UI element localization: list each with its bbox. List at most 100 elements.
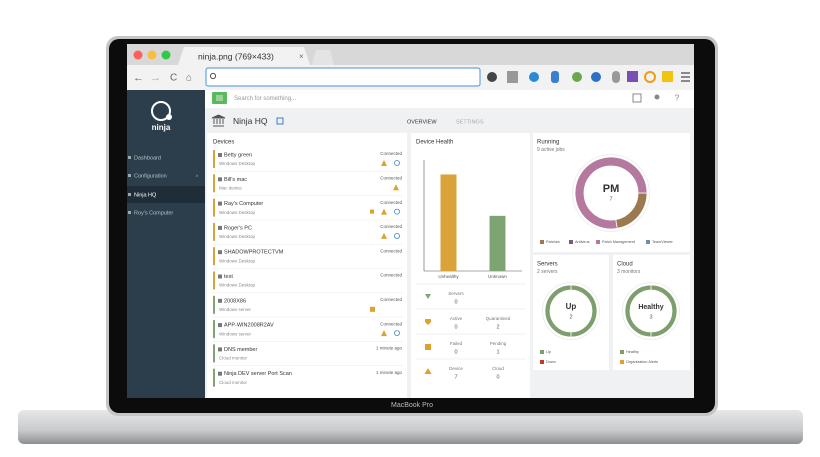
org-icon bbox=[211, 114, 226, 127]
device-name: Betty green bbox=[224, 152, 252, 158]
device-name: test bbox=[224, 274, 233, 280]
legend-swatch bbox=[646, 240, 650, 244]
laptop-base bbox=[18, 410, 803, 444]
tab[interactable] bbox=[178, 47, 310, 65]
shield-icon bbox=[425, 319, 431, 325]
nav-item: Configuration bbox=[134, 173, 167, 179]
search-icon bbox=[209, 72, 217, 80]
os-icon bbox=[218, 153, 222, 157]
status-bar bbox=[213, 344, 215, 363]
charts: Device Health Unhealthy Unknown Servers 0 Act… bbox=[416, 140, 680, 380]
device-status: Connected bbox=[380, 273, 402, 278]
logo-icon bbox=[151, 101, 171, 121]
chart-subtitle: 9 active jobs bbox=[537, 147, 565, 153]
stat-label: Failed bbox=[450, 341, 463, 346]
status-bar bbox=[213, 150, 215, 168]
user-button[interactable] bbox=[654, 94, 660, 100]
sync-icon bbox=[394, 232, 400, 239]
tab-settings[interactable]: SETTINGS bbox=[456, 119, 484, 125]
warning-icon bbox=[393, 184, 399, 191]
active-nav bbox=[127, 186, 205, 203]
edit-button[interactable] bbox=[276, 117, 284, 125]
x-tick-label: Unhealthy bbox=[438, 274, 459, 279]
tab-close[interactable]: × bbox=[299, 52, 304, 61]
status-bar bbox=[213, 320, 215, 339]
help-button[interactable]: ? bbox=[675, 94, 680, 103]
device-type: Windows server bbox=[219, 307, 252, 312]
stat-value: 0 bbox=[454, 324, 457, 330]
device-name: DNS member bbox=[224, 347, 257, 353]
device-status: 1 minute ago bbox=[376, 370, 403, 375]
stat-value: 0 bbox=[496, 374, 499, 380]
logo-icon-dot bbox=[166, 114, 172, 120]
back-button[interactable]: ← bbox=[133, 72, 144, 84]
stat-value: 1 bbox=[496, 349, 499, 355]
tab-title: ninja.png (769×433) bbox=[198, 51, 274, 61]
legend-swatch bbox=[596, 240, 600, 244]
device-type: Windows Desktop bbox=[219, 234, 256, 239]
legend-swatch bbox=[620, 360, 624, 364]
stat-label: Active bbox=[450, 316, 463, 321]
center-label: Up bbox=[566, 302, 577, 311]
stat-value: 0 bbox=[454, 349, 457, 355]
sync-icon bbox=[394, 330, 400, 337]
legend-label: Organization Alerts bbox=[626, 360, 658, 364]
legend-label: Healthy bbox=[626, 350, 639, 354]
status-bar bbox=[213, 295, 215, 314]
donut-track bbox=[542, 282, 600, 340]
running-panel bbox=[533, 133, 690, 252]
address-bar[interactable] bbox=[205, 67, 481, 87]
device-type: Cloud monitor bbox=[219, 380, 248, 385]
nav-item: Roy's Computer bbox=[134, 210, 173, 216]
sidebar bbox=[127, 90, 205, 398]
chart-title: Cloud bbox=[617, 262, 633, 268]
status-bar bbox=[213, 271, 215, 290]
device-name: Ninja DEV server Port Scan bbox=[224, 371, 292, 377]
home-button[interactable]: ⌂ bbox=[186, 73, 192, 84]
os-icon bbox=[218, 371, 222, 376]
center-value: 7 bbox=[609, 196, 612, 202]
device-type: Mac device bbox=[219, 185, 242, 190]
zoom-button[interactable] bbox=[161, 50, 171, 60]
legend-swatch bbox=[540, 350, 544, 354]
tab-overview[interactable]: OVERVIEW bbox=[407, 119, 437, 125]
chart-title: Running bbox=[537, 140, 559, 146]
device-name: APP-WIN2008R2AV bbox=[224, 323, 274, 329]
new-tab[interactable] bbox=[312, 50, 334, 65]
legend-swatch bbox=[620, 350, 624, 354]
legend-label: Down bbox=[546, 360, 556, 364]
os-icon bbox=[218, 201, 222, 206]
os-icon bbox=[218, 250, 222, 255]
legend-swatch bbox=[569, 240, 573, 244]
device-status: 1 minute ago bbox=[376, 346, 403, 351]
stat-label: Cloud bbox=[492, 366, 504, 371]
bar bbox=[440, 174, 457, 271]
menu-icon bbox=[216, 95, 223, 101]
device-type: Windows server bbox=[219, 331, 252, 336]
laptop-label: MacBook Pro bbox=[391, 402, 433, 409]
device-type: Cloud monitor bbox=[219, 356, 248, 361]
donut-track bbox=[572, 154, 650, 232]
add-button[interactable] bbox=[632, 93, 642, 103]
forward-button[interactable]: → bbox=[150, 72, 161, 84]
minimize-button[interactable] bbox=[147, 50, 157, 60]
search-input[interactable]: Search for something... bbox=[234, 96, 296, 102]
stat-label: Quarantined bbox=[486, 316, 511, 321]
close-button[interactable] bbox=[133, 50, 143, 60]
device-status: Connected bbox=[380, 200, 402, 205]
windows-icon bbox=[370, 306, 375, 312]
nav-icon bbox=[128, 211, 131, 214]
bar bbox=[489, 215, 506, 271]
sync-icon bbox=[394, 160, 400, 166]
legend-label: Antivirus bbox=[575, 240, 590, 244]
os-icon bbox=[218, 298, 222, 303]
os-icon bbox=[218, 347, 222, 352]
reload-button[interactable]: C bbox=[170, 73, 177, 84]
chart-title: Device Health bbox=[416, 140, 453, 146]
os-icon bbox=[218, 274, 222, 279]
legend-label: Up bbox=[546, 350, 551, 354]
nav-icon bbox=[128, 193, 131, 196]
donut-segment bbox=[574, 156, 648, 230]
top-bar bbox=[205, 90, 694, 108]
